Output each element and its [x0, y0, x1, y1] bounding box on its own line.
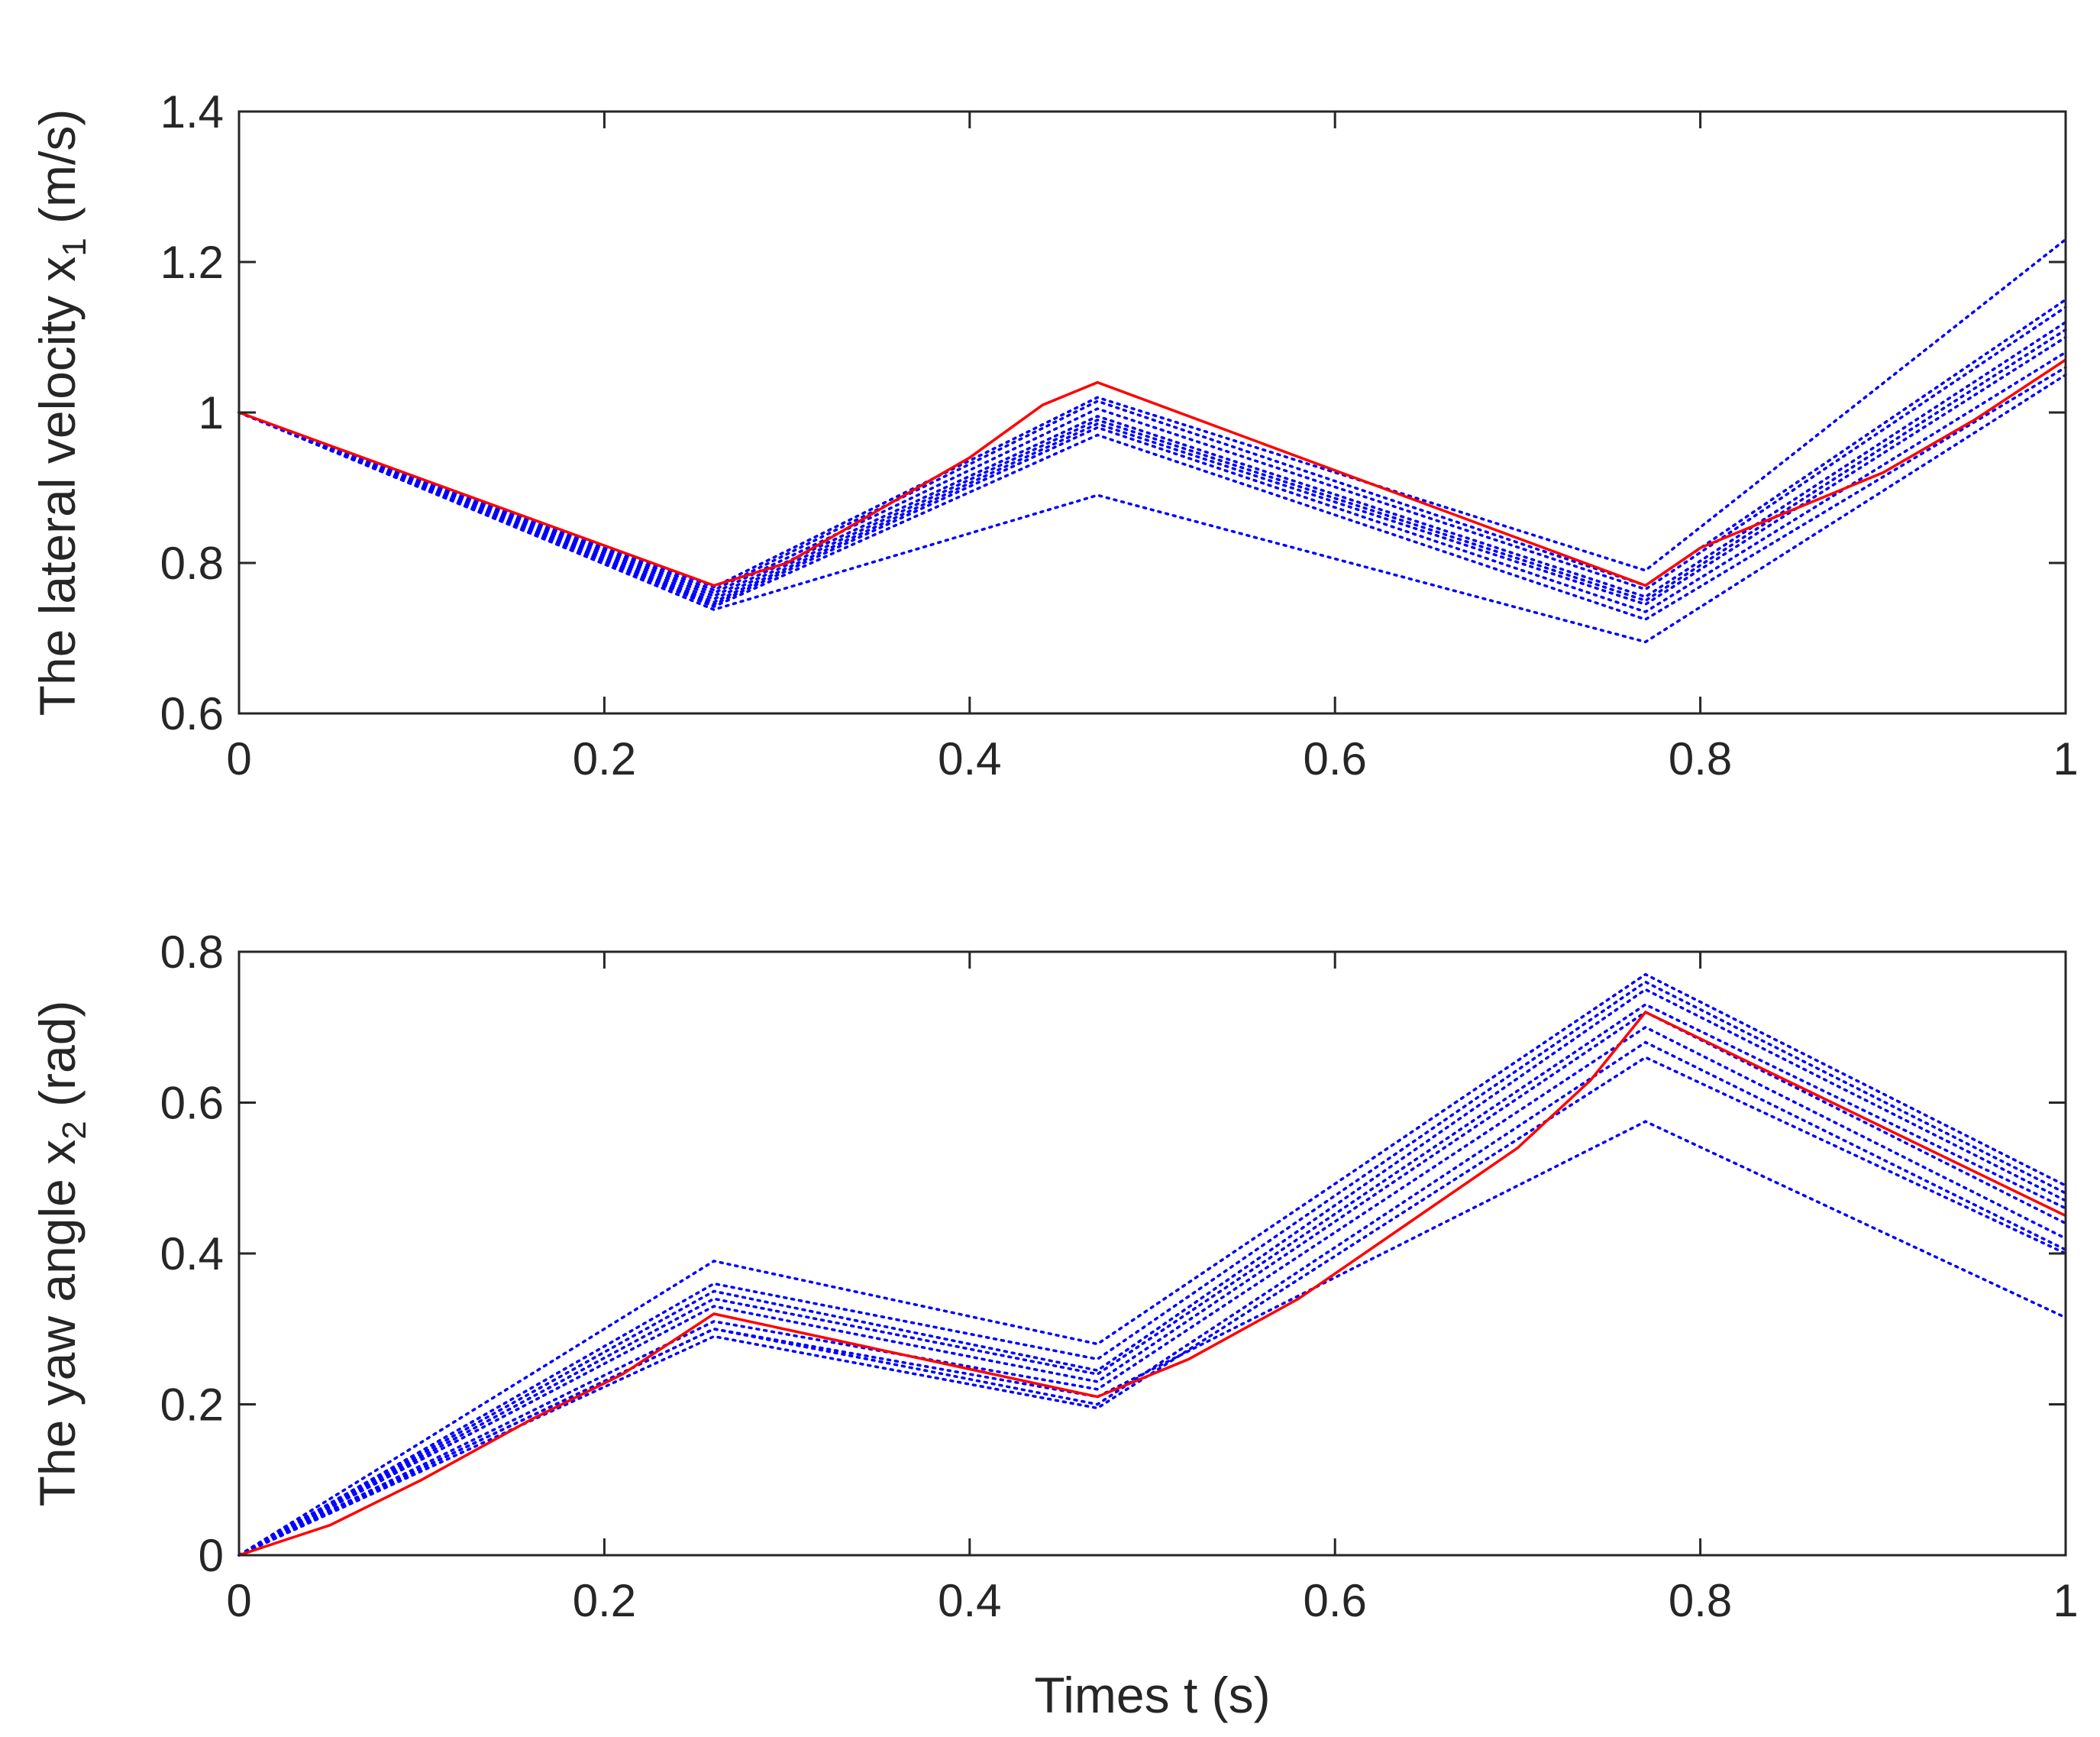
lateral-velocity-y-axis-label: The lateral velocity x1 (m/s)	[29, 109, 93, 716]
y-tick-label: 0.8	[160, 927, 224, 978]
lateral-velocity-x-ticks: 0 0.2 0.4 0.6 0.8 1	[226, 112, 2079, 784]
x-tick-label: 0.6	[1303, 733, 1366, 784]
y-label-subscript: 2	[56, 1121, 93, 1139]
x-tick-label: 0.6	[1303, 1575, 1366, 1626]
x-tick-label: 1	[2053, 1575, 2078, 1626]
lateral-velocity-simulation-line-8	[237, 366, 2067, 621]
yaw-angle-y-axis-label: The yaw angle x2 (rad)	[29, 1001, 93, 1507]
yaw-angle-simulation-line-2	[237, 980, 2067, 1557]
x-tick-label: 0.2	[573, 733, 636, 784]
x-tick-label: 0	[226, 733, 251, 784]
lateral-velocity-simulation-line-7	[237, 351, 2067, 613]
lateral-velocity-simulation-line-2	[237, 298, 2067, 592]
y-label-main: The yaw angle x	[29, 1140, 86, 1507]
lateral-velocity-plot: 0 0.2 0.4 0.6 0.8 1 0.6 0.8 1 1.2 1.4 The lateral…	[29, 86, 2079, 784]
lateral-velocity-simulation-line-9	[237, 373, 2067, 644]
y-tick-label: 0.6	[160, 688, 224, 739]
yaw-angle-plot: 0 0.2 0.4 0.6 0.8 1 0 0.2 0.4 0.6 0.8 The yaw ang…	[29, 927, 2079, 1723]
x-axis-label: Times t (s)	[1034, 1667, 1270, 1723]
lateral-velocity-simulation-line-4	[237, 321, 2067, 599]
yaw-angle-simulation-line-8	[237, 1056, 2067, 1557]
lateral-velocity-reference-line	[238, 358, 2066, 587]
y-label-unit: (rad)	[29, 1001, 86, 1121]
yaw-angle-series	[237, 972, 2067, 1557]
y-label-main: The lateral velocity x	[29, 257, 86, 716]
yaw-angle-simulation-line-6	[237, 1025, 2067, 1557]
lateral-velocity-y-ticks: 0.6 0.8 1 1.2 1.4	[160, 86, 2066, 739]
y-label-subscript: 1	[56, 238, 93, 256]
y-tick-label: 1.4	[160, 86, 224, 137]
y-tick-label: 0.2	[160, 1380, 224, 1431]
x-tick-label: 0.8	[1669, 1575, 1732, 1626]
y-label-unit: (m/s)	[29, 109, 86, 238]
x-tick-label: 1	[2053, 733, 2078, 784]
y-tick-label: 1	[199, 387, 224, 438]
yaw-angle-reference-line	[238, 1010, 2066, 1557]
x-tick-label: 0.4	[938, 733, 1001, 784]
y-tick-label: 0.4	[160, 1228, 224, 1279]
lateral-velocity-simulation-line-3	[237, 306, 2067, 595]
y-tick-label: 0.8	[160, 538, 224, 589]
x-tick-label: 0	[226, 1575, 251, 1626]
lateral-velocity-simulation-line-6	[237, 335, 2067, 606]
lateral-velocity-series	[237, 238, 2067, 644]
x-tick-label: 0.2	[573, 1575, 636, 1626]
x-tick-label: 0.4	[938, 1575, 1001, 1626]
yaw-angle-x-ticks: 0 0.2 0.4 0.6 0.8 1	[226, 952, 2079, 1626]
yaw-angle-simulation-line-3	[237, 988, 2067, 1557]
yaw-angle-simulation-line-5	[237, 1010, 2067, 1557]
y-tick-label: 0	[199, 1530, 224, 1581]
y-tick-label: 0.6	[160, 1078, 224, 1129]
yaw-angle-simulation-line-4	[237, 1003, 2067, 1557]
lateral-velocity-simulation-line-5	[237, 328, 2067, 603]
y-tick-label: 1.2	[160, 237, 224, 288]
x-tick-label: 0.8	[1669, 733, 1732, 784]
yaw-angle-y-ticks: 0 0.2 0.4 0.6 0.8	[160, 927, 2066, 1581]
